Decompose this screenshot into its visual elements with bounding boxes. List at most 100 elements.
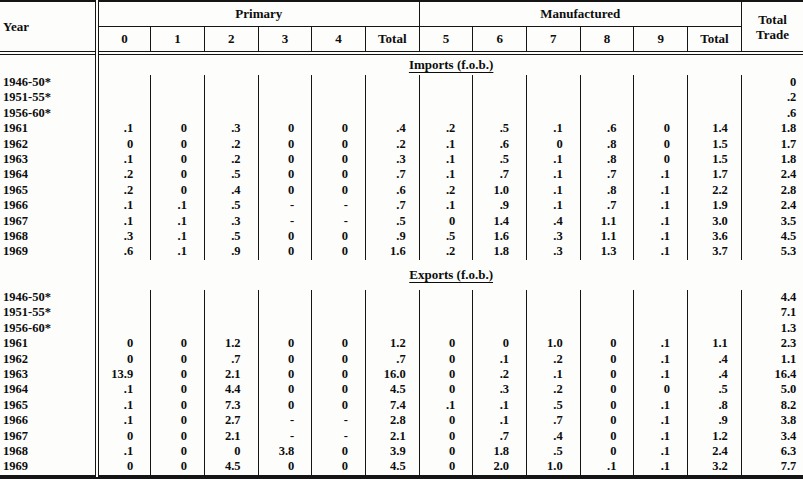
value-cell: .5 [473,152,527,167]
value-cell: 1.4 [473,214,527,229]
value-cell: 1.5 [688,152,742,167]
value-cell: .8 [580,183,634,198]
year-cell: 1961 [0,336,97,351]
col-header-sitc-7: 7 [527,26,581,53]
value-cell: .1 [97,214,151,229]
value-cell [634,321,688,336]
value-cell [365,290,419,305]
value-cell: 1.1 [580,214,634,229]
value-cell: 0 [312,367,366,382]
year-cell: 1968 [0,444,97,459]
value-cell [527,90,581,105]
total-trade-cell: 4.4 [741,290,803,305]
value-cell: 0 [312,352,366,367]
value-cell: 0 [97,336,151,351]
value-cell: 0 [312,137,366,152]
table-row: 1956-60*1.3 [0,321,803,336]
value-cell: 3.2 [688,459,742,475]
value-cell: 0 [419,367,473,382]
value-cell [580,290,634,305]
value-cell [365,75,419,90]
value-cell: 0 [151,352,205,367]
value-cell: .5 [527,444,581,459]
value-cell: .1 [527,198,581,213]
value-cell: .6 [365,183,419,198]
value-cell: 0 [258,137,312,152]
year-cell: 1969 [0,459,97,475]
value-cell: .1 [634,444,688,459]
value-cell: 0 [151,137,205,152]
value-cell: 0 [151,121,205,136]
value-cell: - [258,214,312,229]
value-cell: 4.5 [365,459,419,475]
value-cell [688,106,742,121]
value-cell: 0 [634,152,688,167]
table-row: 196200.200.2.1.60.801.51.7 [0,137,803,152]
value-cell: .2 [527,352,581,367]
header-sub-row: 0 1 2 3 4 Total 5 6 7 8 9 Total [0,26,803,53]
table-row: 1969004.5004.502.01.0.1.13.27.7 [0,459,803,475]
value-cell [473,75,527,90]
value-cell: .3 [97,229,151,244]
value-cell: 2.8 [365,413,419,428]
value-cell: .1 [97,413,151,428]
year-cell: 1946-50* [0,75,97,90]
value-cell: .1 [634,244,688,259]
value-cell: .4 [688,352,742,367]
value-cell: 7.3 [204,398,258,413]
value-cell: 0 [97,352,151,367]
value-cell [151,290,205,305]
value-cell [312,106,366,121]
value-cell [634,106,688,121]
value-cell [419,90,473,105]
value-cell [634,290,688,305]
value-cell: 0 [97,459,151,475]
value-cell: 0 [312,183,366,198]
total-trade-cell: 2.8 [741,183,803,198]
col-header-sitc-3: 3 [258,26,312,53]
value-cell: .7 [527,413,581,428]
value-cell: .5 [204,167,258,182]
value-cell: 4.5 [365,382,419,397]
value-cell [204,321,258,336]
value-cell: 3.6 [688,229,742,244]
value-cell: 1.1 [580,229,634,244]
table-row: 1967.1.1.3--.501.4.41.1.13.03.5 [0,214,803,229]
col-header-sitc-8: 8 [580,26,634,53]
value-cell: .5 [688,382,742,397]
value-cell: .7 [365,167,419,182]
year-cell: 1966 [0,413,97,428]
year-cell: 1961 [0,121,97,136]
total-trade-cell: 3.5 [741,214,803,229]
total-trade-column-header: Total Trade [741,1,803,53]
value-cell: 0 [151,429,205,444]
value-cell [688,90,742,105]
value-cell: 0 [580,382,634,397]
value-cell: .2 [473,367,527,382]
value-cell: .8 [580,137,634,152]
value-cell [97,90,151,105]
total-trade-cell: 2.4 [741,198,803,213]
value-cell: .1 [527,367,581,382]
table-row: 1961.10.300.4.2.5.1.601.41.8 [0,121,803,136]
value-cell: 1.6 [473,229,527,244]
value-cell: 0 [419,382,473,397]
col-header-sitc-5: 5 [419,26,473,53]
value-cell: .1 [527,121,581,136]
year-cell: 1965 [0,183,97,198]
year-cell: 1966 [0,198,97,213]
value-cell: .5 [204,198,258,213]
value-cell [634,90,688,105]
value-cell: 1.5 [688,137,742,152]
table-row: 196313.902.10016.00.2.10.1.416.4 [0,367,803,382]
primary-group-header: Primary [97,1,419,26]
value-cell: .1 [634,429,688,444]
year-cell: 1956-60* [0,106,97,121]
value-cell: 0 [580,444,634,459]
value-cell: 0 [151,459,205,475]
section-heading-row: Exports (f.o.b.) [0,260,803,290]
value-cell: 0 [97,429,151,444]
value-cell: .3 [527,244,581,259]
value-cell [365,90,419,105]
value-cell: 0 [419,429,473,444]
